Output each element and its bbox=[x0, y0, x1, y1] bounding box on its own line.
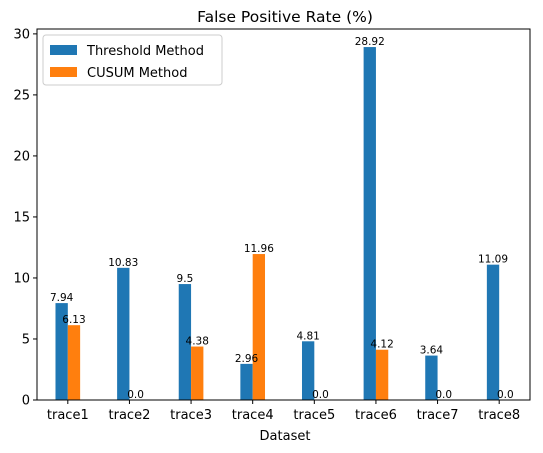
data-label: 4.38 bbox=[186, 336, 209, 348]
bar-cusum-trace6 bbox=[375, 349, 389, 400]
x-axis-label: Dataset bbox=[260, 429, 311, 444]
data-label: 0.0 bbox=[127, 389, 144, 401]
y-tick-label: 25 bbox=[13, 88, 30, 103]
bar-threshold-trace4 bbox=[240, 363, 253, 400]
legend-swatch bbox=[50, 67, 77, 77]
y-tick-label: 30 bbox=[13, 27, 30, 42]
bar-threshold-trace3 bbox=[178, 284, 192, 400]
bar-threshold-trace8 bbox=[486, 264, 500, 400]
data-label: 2.96 bbox=[235, 353, 259, 365]
data-label: 28.92 bbox=[355, 36, 385, 48]
legend-box bbox=[42, 34, 223, 86]
data-label: 4.81 bbox=[296, 330, 319, 342]
data-label: 3.64 bbox=[420, 345, 444, 357]
bar-cusum-trace3 bbox=[191, 346, 204, 400]
y-axis: 0 5 10 15 20 25 30 bbox=[13, 27, 37, 409]
legend-label: CUSUM Method bbox=[87, 66, 187, 81]
x-tick-label: trace5 bbox=[293, 408, 335, 423]
bar-cusum-trace4 bbox=[252, 254, 266, 400]
x-tick-label: trace2 bbox=[109, 408, 151, 423]
bar-threshold-trace2 bbox=[117, 267, 130, 400]
legend-swatch bbox=[50, 45, 77, 55]
y-tick-label: 15 bbox=[13, 210, 30, 225]
y-tick-label: 0 bbox=[22, 394, 30, 409]
data-label: 7.94 bbox=[50, 292, 74, 304]
legend-label: Threshold Method bbox=[86, 44, 204, 59]
data-label: 0.0 bbox=[312, 389, 329, 401]
data-label: 6.13 bbox=[62, 314, 85, 326]
data-label: 0.0 bbox=[435, 389, 452, 401]
x-axis: trace1 trace2 trace3 trace4 trace5 trace6 trac… bbox=[47, 400, 520, 423]
bars-group bbox=[55, 47, 500, 401]
data-label: 4.12 bbox=[370, 339, 393, 351]
data-labels-group: 7.94 6.13 10.83 0.0 9.5 4.38 2.96 11.96 4.81 0.0 2… bbox=[50, 36, 514, 401]
data-label: 0.0 bbox=[497, 389, 514, 401]
data-label: 11.96 bbox=[244, 243, 274, 255]
x-tick-label: trace7 bbox=[417, 408, 459, 423]
data-label: 9.5 bbox=[177, 273, 194, 285]
y-tick-label: 5 bbox=[22, 332, 30, 347]
x-tick-label: trace1 bbox=[47, 408, 89, 423]
y-tick-label: 20 bbox=[13, 149, 30, 164]
bar-threshold-trace7 bbox=[425, 355, 438, 400]
bar-threshold-trace1 bbox=[55, 303, 68, 400]
plot-area-frame bbox=[36, 28, 531, 401]
data-label: 11.09 bbox=[478, 254, 508, 266]
x-tick-label: trace8 bbox=[478, 408, 520, 423]
y-tick-label: 10 bbox=[13, 271, 30, 286]
bar-threshold-trace5 bbox=[301, 341, 315, 400]
data-label: 10.83 bbox=[108, 257, 138, 269]
x-tick-label: trace6 bbox=[355, 408, 397, 423]
legend: Threshold Method CUSUM Method bbox=[42, 34, 223, 86]
chart-title: False Positive Rate (%) bbox=[197, 8, 373, 26]
bar-threshold-trace6 bbox=[363, 47, 376, 401]
x-tick-label: trace4 bbox=[232, 408, 274, 423]
bar-cusum-trace1 bbox=[67, 325, 81, 400]
x-tick-label: trace3 bbox=[170, 408, 212, 423]
